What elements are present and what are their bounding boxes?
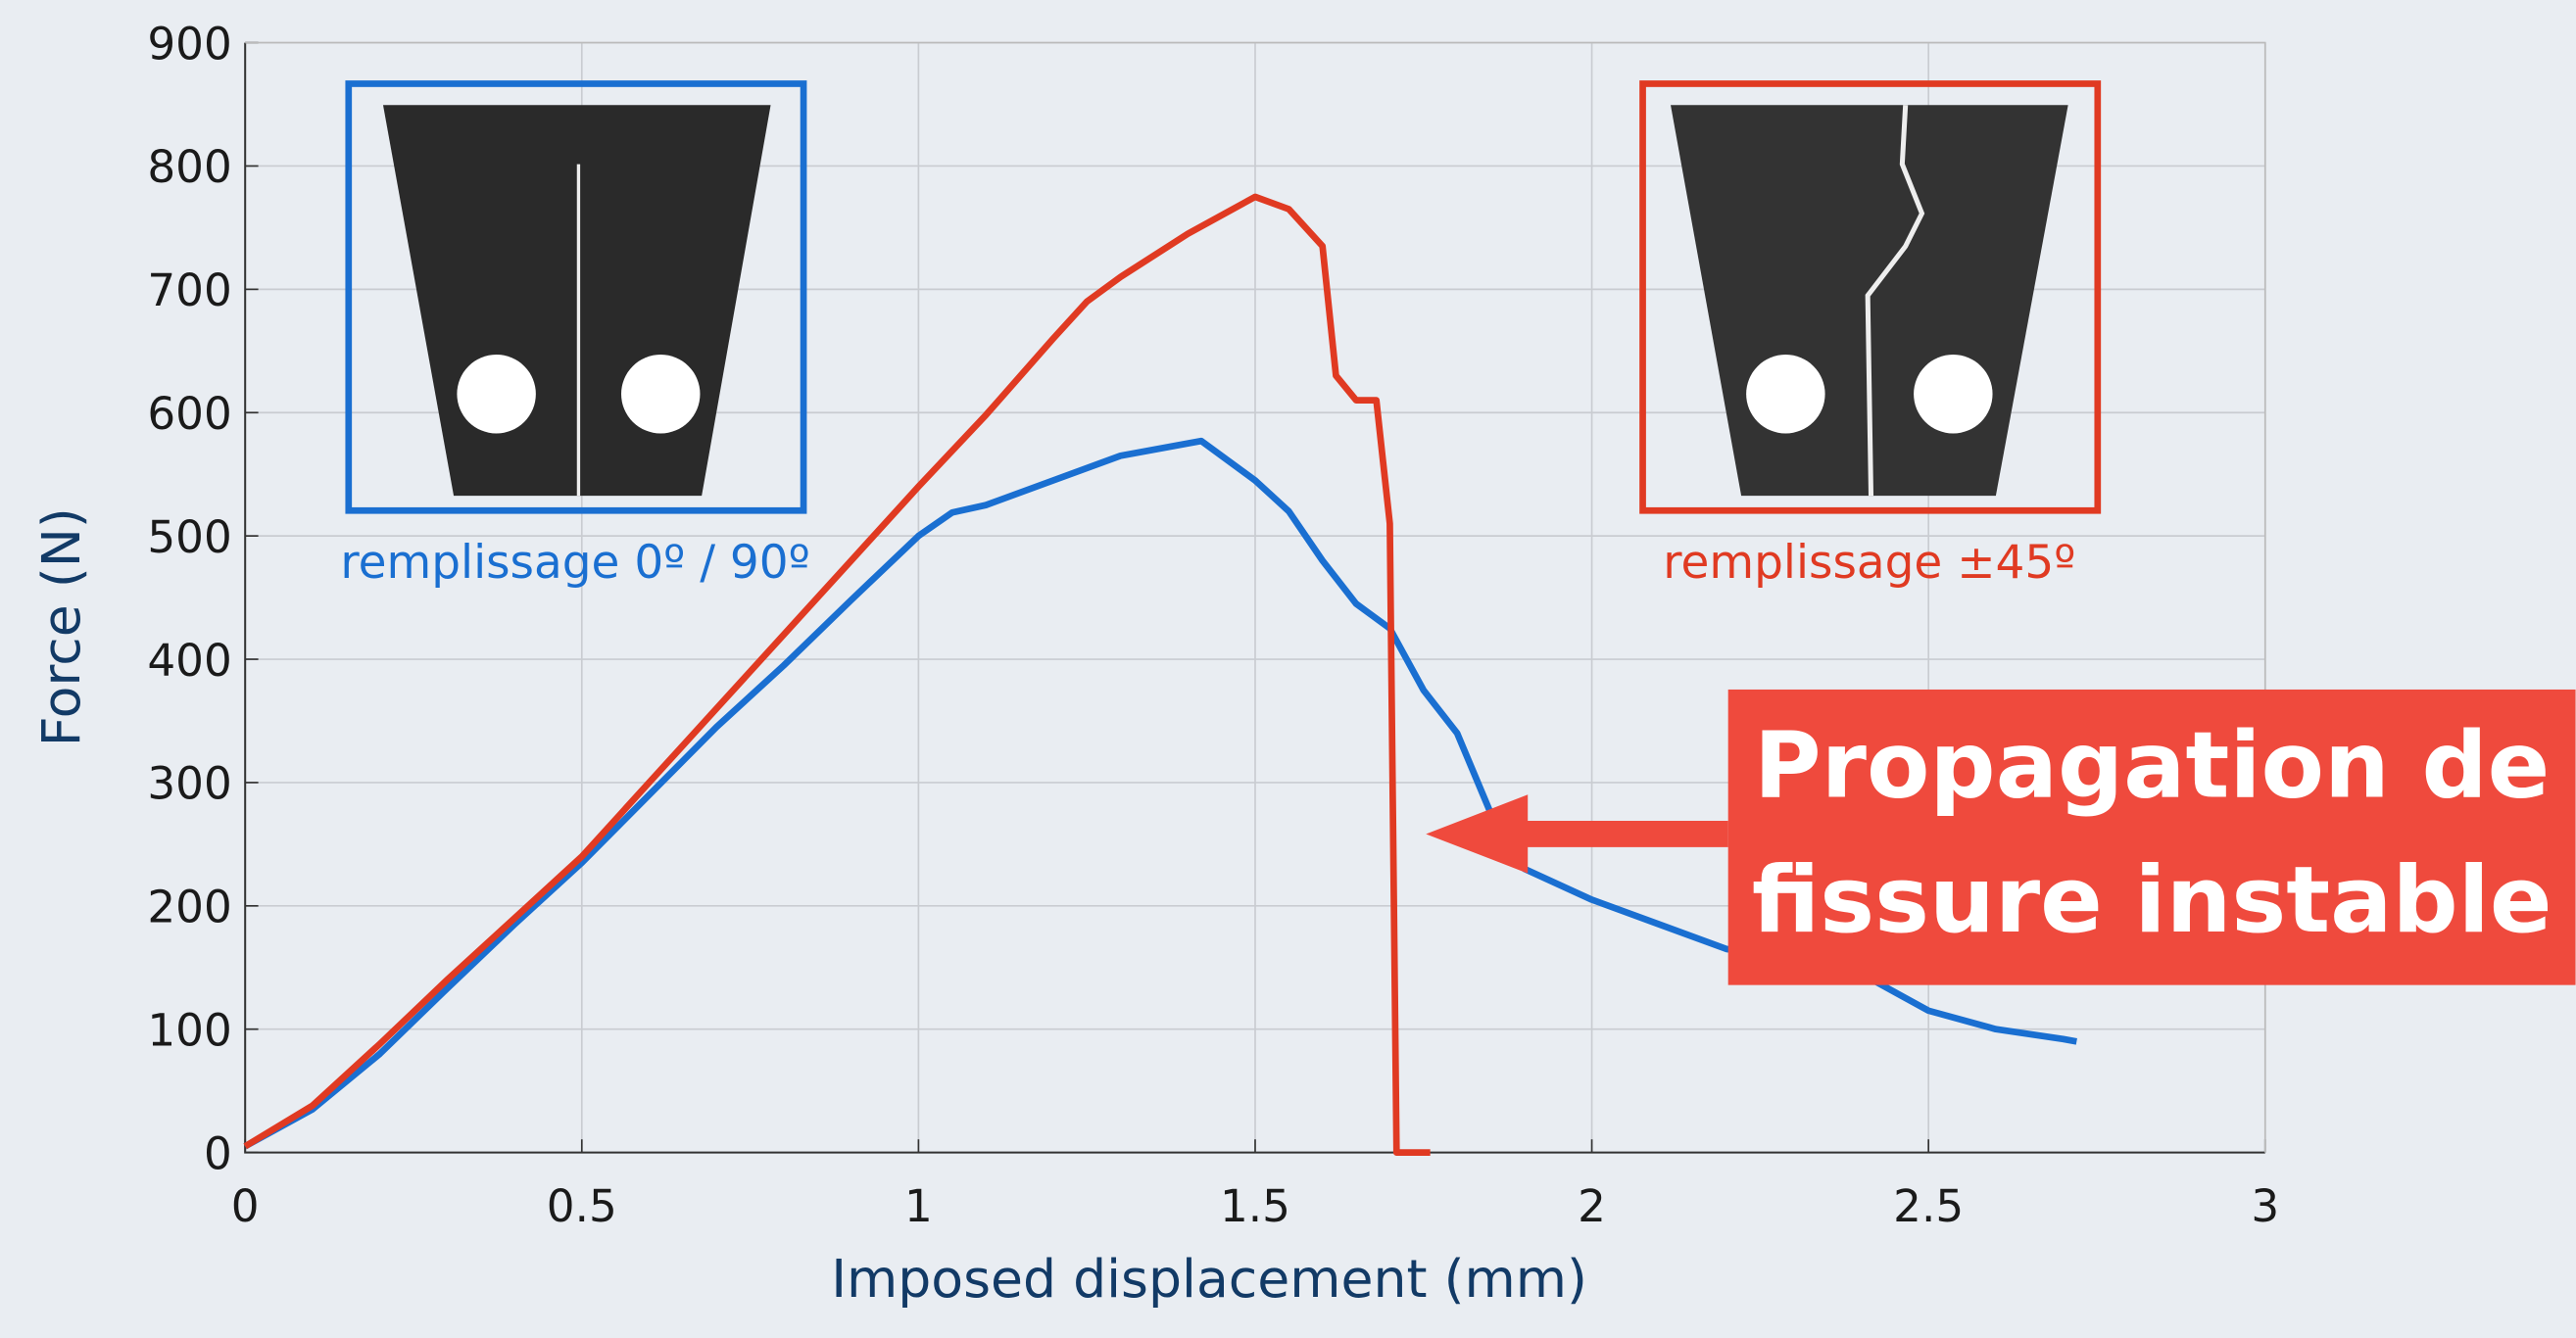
y-tick-label: 300	[147, 758, 231, 810]
x-axis-label: Imposed displacement (mm)	[831, 1248, 1587, 1310]
y-tick-label: 200	[147, 882, 231, 933]
annotation-text: Propagation de	[1754, 713, 2550, 820]
x-tick-label: 1.5	[1220, 1180, 1290, 1232]
y-tick-label: 900	[147, 18, 231, 70]
inset-right	[1639, 80, 2102, 514]
x-tick-label: 3	[2251, 1180, 2279, 1232]
legend-entry: remplissage ±45º	[1663, 536, 2075, 590]
y-tick-label: 100	[147, 1004, 231, 1056]
y-axis-label: Force (N)	[30, 507, 92, 746]
x-tick-label: 1	[904, 1180, 933, 1232]
y-tick-label: 600	[147, 388, 231, 440]
axis	[244, 42, 2265, 1154]
y-tick-label: 0	[204, 1127, 232, 1179]
data-line	[243, 193, 1431, 1156]
annotation-text: fissure instable	[1752, 847, 2552, 954]
y-tick-label: 400	[147, 635, 231, 687]
legend-entry: remplissage 0º / 90º	[340, 536, 809, 590]
x-tick-label: 2.5	[1893, 1180, 1964, 1232]
y-tick-label: 500	[147, 511, 231, 563]
x-tick-label: 0.5	[547, 1180, 617, 1232]
x-tick-label: 0	[231, 1180, 260, 1232]
y-tick-label: 700	[147, 264, 231, 316]
inset-left	[345, 80, 807, 514]
annotation: Propagation de fissure instable	[1426, 689, 2576, 985]
y-tick-label: 800	[147, 141, 231, 193]
x-tick-label: 2	[1578, 1180, 1606, 1232]
